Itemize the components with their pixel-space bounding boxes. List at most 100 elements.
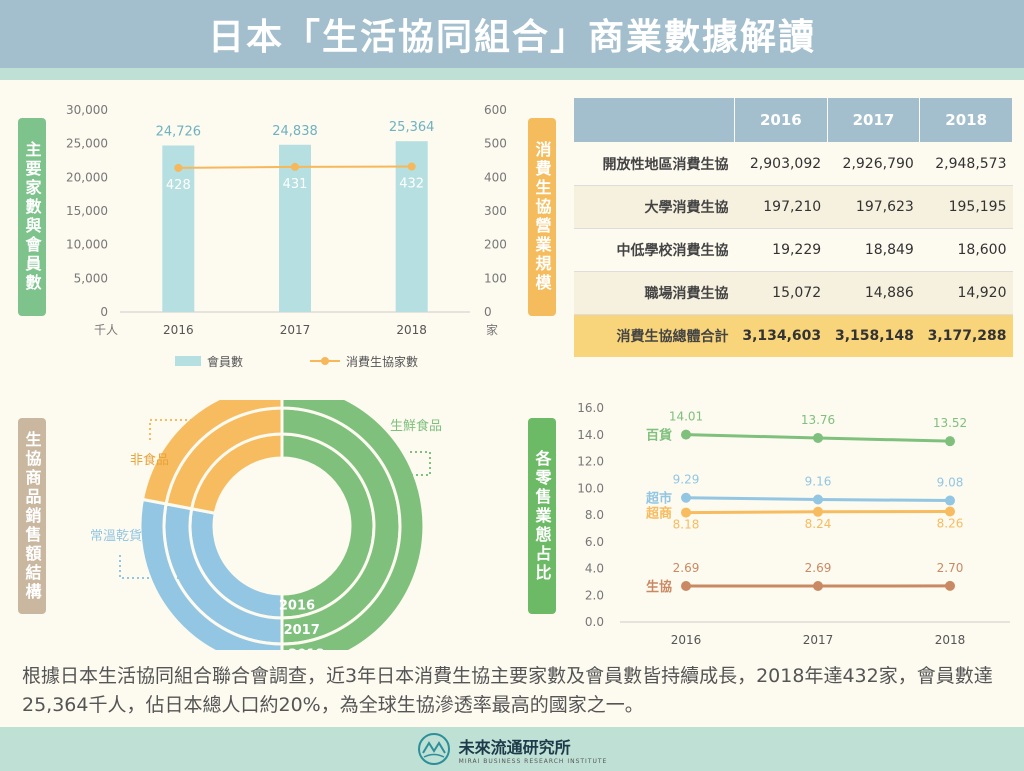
bar-value-label: 25,364 bbox=[389, 120, 435, 135]
header-banner: 日本「生活協同組合」商業數據解讀 bbox=[0, 0, 1024, 68]
section-label-text: 消費生協營業規模 bbox=[532, 141, 552, 293]
leader-line bbox=[149, 419, 200, 440]
y-tick-label: 4.0 bbox=[585, 562, 604, 576]
section-label-text: 生協商品銷售額結構 bbox=[22, 430, 42, 602]
legend-swatch-point bbox=[321, 357, 329, 365]
y-tick-label: 10.0 bbox=[577, 481, 604, 495]
y-right-tick-label: 300 bbox=[484, 204, 507, 218]
legend-label: 消費生協家數 bbox=[346, 354, 418, 369]
table-cell: 消費生協總體合計 bbox=[573, 314, 735, 357]
y-right-unit-label: 家 bbox=[486, 322, 498, 337]
legend-label: 會員數 bbox=[207, 355, 243, 369]
point-value-label: 13.76 bbox=[801, 413, 835, 427]
business-scale-table: 2016 2017 2018 開放性地區消費生協 2,903,092 2,926… bbox=[573, 97, 1013, 357]
line-point bbox=[291, 162, 299, 171]
y-tick-label: 20,000 bbox=[66, 170, 108, 184]
line-point bbox=[945, 436, 955, 447]
table-cell: 14,920 bbox=[919, 271, 1013, 315]
point-value-label: 9.08 bbox=[937, 476, 964, 490]
ring-label: 2018 bbox=[288, 648, 324, 650]
point-value-label: 2.69 bbox=[805, 561, 832, 575]
section-label-members: 主要家數與會員數 bbox=[18, 118, 46, 316]
table-cell: 大學消費生協 bbox=[573, 185, 735, 229]
y-right-tick-label: 200 bbox=[484, 238, 507, 252]
table-cell: 197,623 bbox=[827, 185, 920, 229]
y-tick-label: 16.0 bbox=[577, 401, 604, 415]
leader-line bbox=[400, 451, 431, 476]
y-tick-label: 12.0 bbox=[577, 455, 604, 469]
y-right-tick-label: 500 bbox=[484, 137, 507, 151]
section-label-sales: 生協商品銷售額結構 bbox=[18, 418, 46, 614]
table-row: 開放性地區消費生協 2,903,092 2,926,790 2,948,573 bbox=[573, 142, 1013, 186]
bar-value-label: 24,838 bbox=[272, 124, 318, 139]
line-value-label: 431 bbox=[283, 177, 308, 192]
page-title: 日本「生活協同組合」商業數據解讀 bbox=[207, 17, 816, 58]
table-row: 職場消費生協 15,072 14,886 14,920 bbox=[573, 271, 1013, 315]
section-label-retail: 各零售業態占比 bbox=[528, 418, 556, 614]
y-tick-label: 0.0 bbox=[585, 615, 604, 629]
x-tick-label: 2018 bbox=[935, 633, 966, 647]
header-strip bbox=[0, 68, 1024, 80]
donut-slice bbox=[280, 400, 426, 650]
line-point bbox=[945, 495, 955, 506]
y-right-tick-label: 0 bbox=[484, 305, 492, 319]
line-value-label: 432 bbox=[399, 177, 424, 192]
logo-icon bbox=[417, 733, 450, 765]
line-point bbox=[174, 163, 183, 172]
ring-label: 2016 bbox=[279, 599, 315, 614]
line-point bbox=[407, 162, 416, 171]
y-unit-label: 千人 bbox=[94, 323, 118, 337]
line-value-label: 428 bbox=[166, 178, 191, 193]
table-cell: 2,926,790 bbox=[827, 142, 920, 186]
point-value-label: 14.01 bbox=[669, 410, 703, 424]
y-tick-label: 25,000 bbox=[66, 137, 108, 151]
point-value-label: 13.52 bbox=[933, 416, 967, 430]
table-cell: 195,195 bbox=[919, 185, 1013, 229]
table-cell: 18,600 bbox=[919, 228, 1013, 272]
table-cell: 2,948,573 bbox=[919, 142, 1013, 186]
series-name-label: 百貨 bbox=[646, 428, 672, 444]
y-right-tick-label: 400 bbox=[484, 170, 507, 184]
table-cell: 14,886 bbox=[827, 271, 920, 315]
table-header-cell bbox=[573, 97, 735, 143]
y-tick-label: 10,000 bbox=[66, 238, 108, 252]
table-header-cell: 2017 bbox=[826, 97, 921, 143]
table-cell: 3,134,603 bbox=[734, 314, 828, 357]
y-tick-label: 14.0 bbox=[577, 428, 604, 442]
table-cell: 開放性地區消費生協 bbox=[573, 142, 735, 186]
bar bbox=[162, 145, 195, 312]
section-label-text: 各零售業態占比 bbox=[532, 449, 552, 583]
table-cell: 15,072 bbox=[734, 271, 828, 315]
series-name-label: 超商 bbox=[646, 506, 672, 522]
line-point bbox=[681, 507, 691, 518]
y-tick-label: 5,000 bbox=[74, 271, 108, 285]
point-value-label: 8.24 bbox=[805, 517, 832, 531]
table-header-cell: 2018 bbox=[919, 97, 1013, 143]
line-point bbox=[813, 494, 823, 505]
y-tick-label: 2.0 bbox=[585, 588, 604, 602]
table-cell: 18,849 bbox=[827, 228, 920, 272]
x-tick-label: 2017 bbox=[803, 633, 834, 647]
y-tick-label: 0 bbox=[100, 305, 108, 319]
donut-slice bbox=[140, 400, 284, 506]
footer-bar: 未來流通研究所 MIRAI BUSINESS RESEARCH INSTITUT… bbox=[0, 727, 1024, 771]
retail-share-chart: 0.0 2.0 4.0 6.0 8.0 10.0 12.0 14.0 16.0 2016 2017 2… bbox=[577, 401, 1010, 647]
members-chart: 0 5,000 10,000 15,000 20,000 25,000 30,000 0 100… bbox=[66, 103, 507, 369]
y-tick-label: 30,000 bbox=[66, 103, 108, 117]
point-value-label: 2.69 bbox=[673, 561, 700, 575]
line-point bbox=[813, 581, 823, 592]
category-label: 生鮮食品 bbox=[390, 418, 442, 434]
x-tick-label: 2016 bbox=[671, 633, 702, 647]
y-tick-label: 6.0 bbox=[585, 535, 604, 549]
x-tick-label: 2017 bbox=[280, 323, 311, 337]
y-tick-label: 15,000 bbox=[66, 204, 108, 218]
table-cell: 197,210 bbox=[734, 185, 828, 229]
table-cell: 2,903,092 bbox=[734, 142, 828, 186]
point-value-label: 9.29 bbox=[673, 473, 700, 487]
line-point bbox=[945, 506, 955, 517]
point-value-label: 8.26 bbox=[937, 517, 964, 531]
line-point bbox=[945, 580, 955, 591]
bar bbox=[279, 144, 311, 312]
line-point bbox=[813, 506, 823, 517]
table-cell: 3,177,288 bbox=[919, 314, 1013, 357]
